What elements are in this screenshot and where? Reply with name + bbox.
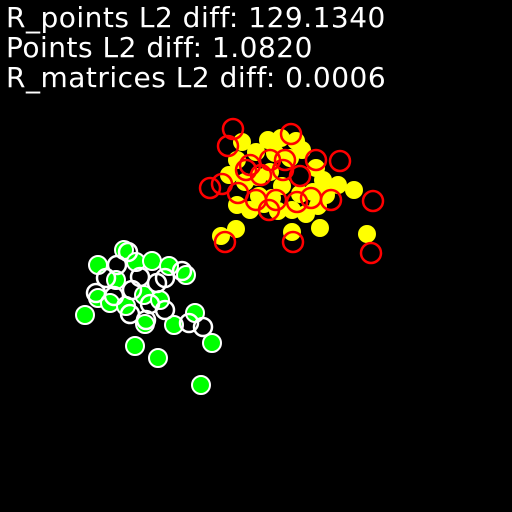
green-point <box>148 348 168 368</box>
green-point <box>88 255 108 275</box>
group-b-ring-points <box>85 241 214 338</box>
red-ring-point <box>328 149 352 173</box>
red-ring-point <box>198 176 222 200</box>
green-point <box>202 333 222 353</box>
white-ring-point <box>117 241 139 263</box>
red-ring-point <box>281 230 305 254</box>
red-ring-point <box>257 198 281 222</box>
green-point <box>164 315 184 335</box>
yellow-point <box>220 166 238 184</box>
white-ring-point <box>103 285 125 307</box>
green-point <box>191 375 211 395</box>
red-ring-point <box>216 134 240 158</box>
green-point <box>176 265 196 285</box>
white-ring-point <box>154 267 176 289</box>
red-ring-point <box>361 189 385 213</box>
red-ring-point <box>234 158 258 182</box>
red-ring-point <box>288 164 312 188</box>
yellow-point <box>345 181 363 199</box>
r-points-diff-text: R_points L2 diff: 129.1340 <box>6 1 386 34</box>
red-ring-point <box>319 188 343 212</box>
white-ring-point <box>135 309 157 331</box>
yellow-point <box>358 225 376 243</box>
white-ring-point <box>95 267 117 289</box>
yellow-point <box>227 220 245 238</box>
points-diff-text: Points L2 diff: 1.0820 <box>6 31 313 64</box>
white-ring-point <box>154 299 176 321</box>
group-a-filled-points <box>212 129 376 245</box>
green-point <box>142 251 162 271</box>
green-point <box>75 305 95 325</box>
r-matrices-diff-text: R_matrices L2 diff: 0.0006 <box>6 61 387 94</box>
red-ring-point <box>273 148 297 172</box>
red-ring-point <box>213 230 237 254</box>
red-ring-point <box>238 153 262 177</box>
green-point <box>125 336 145 356</box>
yellow-point <box>311 219 329 237</box>
metrics-overlay: R_points L2 diff: 129.1340 Points L2 dif… <box>6 3 386 93</box>
group-b-filled-points <box>75 240 222 395</box>
red-ring-point <box>304 148 328 172</box>
red-ring-point <box>221 117 245 141</box>
yellow-point <box>314 171 332 189</box>
white-ring-point <box>121 279 143 301</box>
white-ring-point <box>192 316 214 338</box>
white-ring-point <box>106 254 128 276</box>
white-ring-point <box>178 312 200 334</box>
red-ring-point <box>359 241 383 265</box>
group-a-ring-points <box>198 117 385 265</box>
red-ring-point <box>285 190 309 214</box>
white-ring-point <box>171 260 193 282</box>
red-ring-point <box>279 122 303 146</box>
yellow-point <box>241 201 259 219</box>
